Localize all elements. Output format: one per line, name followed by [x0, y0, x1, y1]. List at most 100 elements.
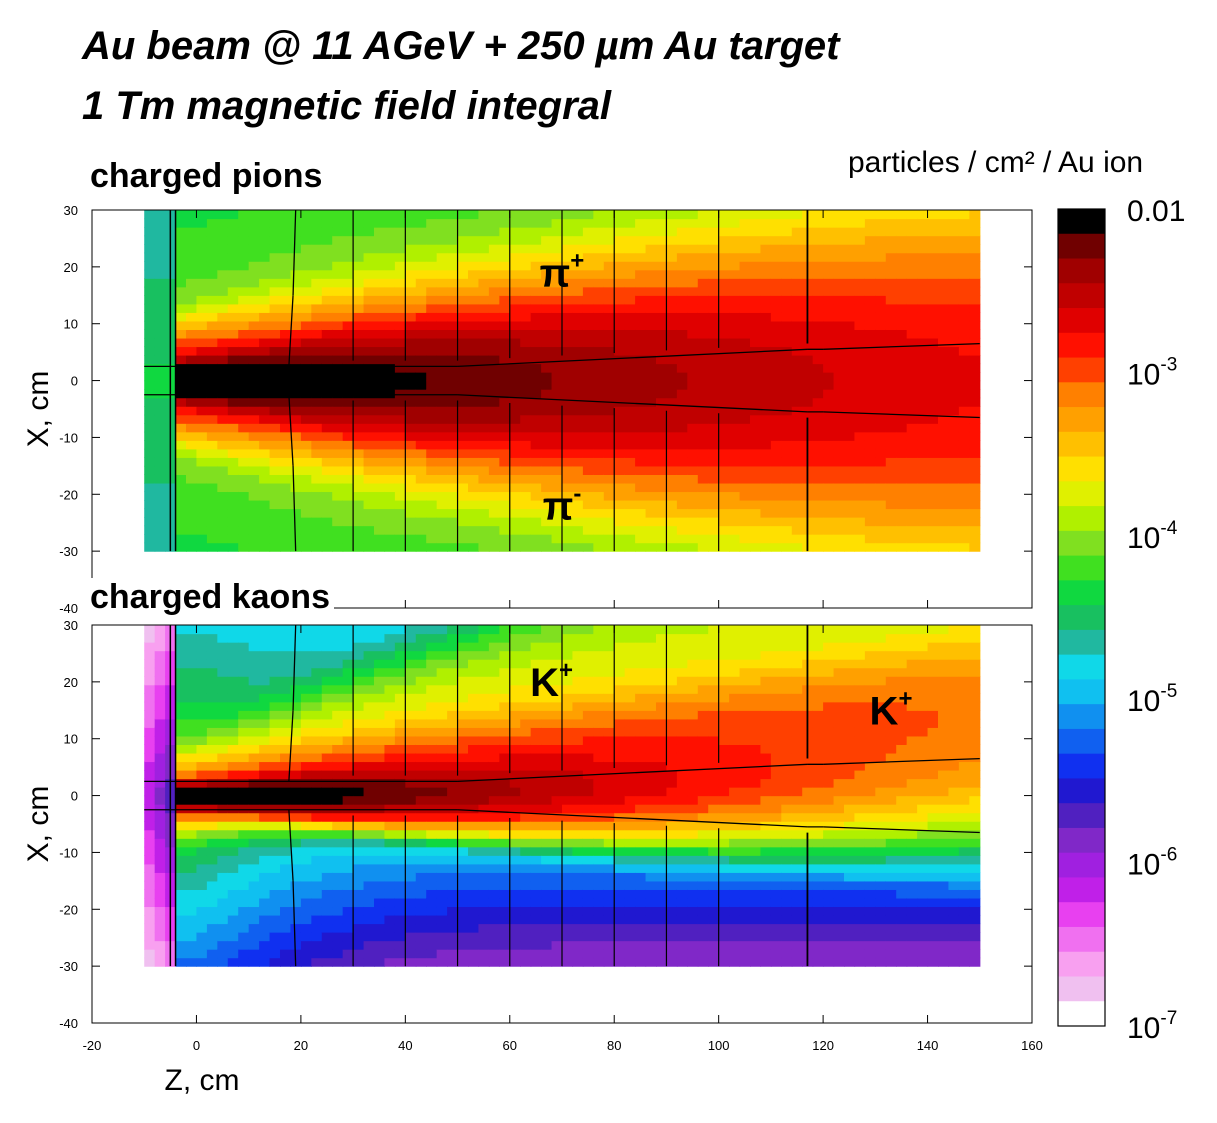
heatmap-cell — [311, 804, 323, 814]
heatmap-cell — [405, 642, 417, 652]
heatmap-cell — [969, 329, 981, 339]
heatmap-cell — [582, 957, 594, 967]
heatmap-cell — [478, 633, 490, 643]
heatmap-cell — [206, 693, 218, 703]
heatmap-cell — [614, 457, 626, 467]
heatmap-cell — [436, 295, 448, 305]
heatmap-cell — [781, 346, 793, 356]
heatmap-cell — [426, 227, 438, 237]
heatmap-cell — [812, 286, 824, 296]
heatmap-cell — [635, 218, 647, 228]
heatmap-cell — [812, 389, 824, 399]
heatmap-cell — [697, 337, 709, 348]
heatmap-cell — [582, 286, 594, 296]
heatmap-cell — [488, 210, 500, 220]
heatmap-cell — [321, 701, 333, 711]
heatmap-cell — [708, 261, 720, 271]
heatmap-cell — [290, 684, 302, 694]
heatmap-cell — [676, 465, 688, 475]
heatmap-cell — [551, 295, 563, 305]
heatmap-cell — [300, 252, 312, 262]
heatmap-cell — [687, 312, 699, 322]
heatmap-cell — [551, 752, 563, 763]
heatmap-cell — [186, 508, 198, 518]
heatmap-cell — [384, 218, 396, 228]
heatmap-cell — [833, 235, 845, 245]
heatmap-cell — [927, 525, 939, 535]
heatmap-cell — [572, 872, 584, 882]
heatmap-cell — [488, 414, 500, 424]
heatmap-cell — [447, 940, 459, 950]
heatmap-cell — [217, 880, 229, 890]
heatmap-cell — [938, 269, 950, 279]
heatmap-cell — [666, 244, 678, 254]
heatmap-cell — [311, 684, 323, 694]
heatmap-cell — [478, 710, 490, 720]
heatmap-cell — [457, 897, 469, 908]
heatmap-cell — [687, 499, 699, 510]
heatmap-cell — [206, 542, 218, 552]
heatmap-cell — [729, 397, 741, 407]
heatmap-cell — [770, 508, 782, 518]
heatmap-cell — [499, 667, 511, 677]
heatmap-cell — [363, 642, 375, 652]
heatmap-cell — [833, 295, 845, 305]
heatmap-cell — [593, 363, 605, 373]
heatmap-cell — [227, 684, 239, 694]
heatmap-cell — [363, 769, 375, 780]
heatmap-cell — [468, 625, 480, 635]
heatmap-cell — [374, 684, 386, 694]
heatmap-cell — [394, 667, 406, 677]
heatmap-cell — [781, 363, 793, 373]
heatmap-cell — [572, 744, 584, 754]
heatmap-cell — [676, 440, 688, 450]
heatmap-cell — [290, 431, 302, 441]
heatmap-cell — [426, 491, 438, 501]
heatmap-cell — [614, 269, 626, 279]
heatmap-cell — [718, 354, 730, 365]
heatmap-cell — [311, 363, 323, 373]
heatmap-cell — [645, 457, 657, 467]
heatmap-cell — [499, 838, 511, 848]
heatmap-cell — [635, 457, 647, 467]
heatmap-cell — [384, 303, 396, 313]
heatmap-cell — [457, 406, 469, 416]
heatmap-cell — [196, 508, 208, 518]
heatmap-cell — [175, 761, 187, 771]
heatmap-cell — [520, 761, 532, 771]
heatmap-cell — [562, 804, 574, 814]
heatmap-cell — [948, 465, 960, 475]
heatmap-cell — [374, 303, 386, 313]
heatmap-cell — [572, 235, 584, 245]
heatmap-cell — [760, 218, 772, 228]
heatmap-cell — [958, 517, 970, 527]
heatmap-cell — [958, 491, 970, 501]
heatmap-cell — [374, 320, 386, 330]
heatmap-cell — [300, 633, 312, 643]
heatmap-cell — [332, 440, 344, 450]
heatmap-cell — [582, 252, 594, 262]
heatmap-cell — [363, 235, 375, 245]
heatmap-cell — [468, 525, 480, 535]
heatmap-cell — [541, 423, 553, 433]
heatmap-cell — [238, 727, 250, 737]
heatmap-cell — [384, 423, 396, 433]
heatmap-cell — [499, 735, 511, 745]
heatmap-cell — [593, 482, 605, 493]
heatmap-cell — [572, 414, 584, 424]
heatmap-cell — [196, 252, 208, 262]
heatmap-cell — [938, 244, 950, 254]
heatmap-cell — [509, 923, 521, 933]
heatmap-cell — [248, 625, 260, 635]
heatmap-cell — [405, 397, 417, 407]
heatmap-cell — [447, 269, 459, 279]
heatmap-cell — [760, 372, 772, 382]
heatmap-cell — [290, 855, 302, 865]
heatmap-cell — [509, 880, 521, 890]
heatmap-cell — [175, 380, 187, 390]
heatmap-cell — [363, 457, 375, 467]
heatmap-cell — [572, 625, 584, 635]
heatmap-cell — [530, 542, 542, 552]
heatmap-cell — [718, 218, 730, 228]
heatmap-cell — [823, 329, 835, 339]
